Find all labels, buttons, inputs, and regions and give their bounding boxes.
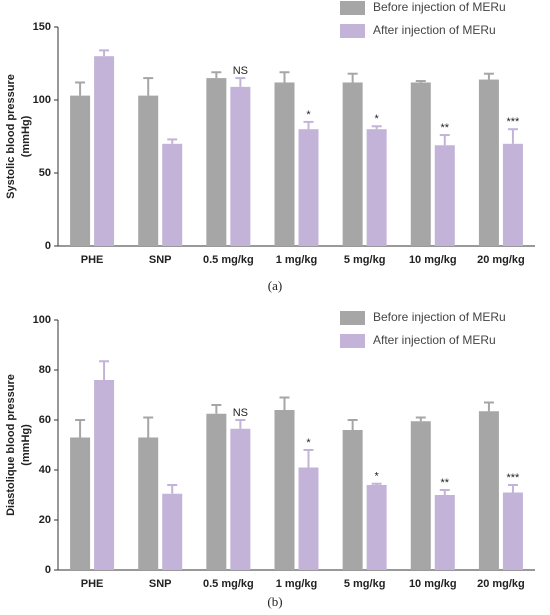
x-tick-label: 10 mg/kg <box>409 254 457 266</box>
y-tick-label: 40 <box>39 464 51 476</box>
legend-swatch <box>340 311 365 325</box>
bar <box>162 493 183 570</box>
bar <box>162 143 183 246</box>
x-tick-label: 1 mg/kg <box>276 578 318 590</box>
annotation: * <box>306 109 311 121</box>
bar <box>94 380 115 570</box>
annotation: *** <box>507 116 521 128</box>
y-axis-label: Diastolique blood pressure <box>5 374 17 516</box>
y-tick-label: 50 <box>39 167 51 179</box>
legend-label: Before injection of MERu <box>373 310 506 324</box>
bar <box>410 421 431 570</box>
legend-swatch <box>340 334 365 348</box>
x-tick-label: 20 mg/kg <box>477 578 525 590</box>
bar <box>70 437 91 570</box>
x-tick-label: 0.5 mg/kg <box>203 254 254 266</box>
bar <box>206 78 227 246</box>
y-tick-label: 80 <box>39 364 51 376</box>
legend-label: After injection of MERu <box>373 23 496 37</box>
annotation: NS <box>233 65 248 77</box>
x-tick-label: PHE <box>81 254 104 266</box>
x-tick-label: 10 mg/kg <box>409 578 457 590</box>
annotation: * <box>375 113 380 125</box>
legend-swatch <box>340 24 365 38</box>
y-tick-label: 60 <box>39 414 51 426</box>
bar <box>366 129 387 246</box>
bar <box>274 410 295 570</box>
x-tick-label: SNP <box>149 254 172 266</box>
x-tick-label: 0.5 mg/kg <box>203 578 254 590</box>
bar <box>478 411 499 570</box>
x-tick-label: 20 mg/kg <box>477 254 525 266</box>
x-tick-label: PHE <box>81 578 104 590</box>
annotation: NS <box>233 407 248 419</box>
bar <box>138 437 159 570</box>
bar <box>274 82 295 246</box>
x-tick-label: 1 mg/kg <box>276 254 318 266</box>
y-tick-label: 0 <box>45 240 51 252</box>
y-tick-label: 100 <box>33 314 51 326</box>
bar <box>138 95 159 247</box>
x-tick-label: 5 mg/kg <box>344 578 386 590</box>
bar <box>478 79 499 246</box>
legend-label: After injection of MERu <box>373 333 496 347</box>
y-tick-label: 20 <box>39 514 51 526</box>
bar <box>230 86 251 246</box>
annotation: ** <box>441 477 450 489</box>
legend-swatch <box>340 1 365 15</box>
bar <box>410 82 431 246</box>
bar <box>298 467 319 570</box>
bar <box>342 430 363 570</box>
legend-label: Before injection of MERu <box>373 0 506 14</box>
bar <box>70 95 91 247</box>
bar <box>502 143 523 246</box>
annotation: * <box>306 437 311 449</box>
x-tick-label: SNP <box>149 578 172 590</box>
annotation: * <box>375 471 380 483</box>
panel-label: (b) <box>267 594 282 609</box>
panel-label: (a) <box>268 278 282 293</box>
y-axis-label: Systolic blood pressure <box>5 74 17 199</box>
y-axis-label: (mmHg) <box>20 115 32 157</box>
bar <box>230 428 251 570</box>
bar <box>366 485 387 570</box>
x-tick-label: 5 mg/kg <box>344 254 386 266</box>
bar <box>342 82 363 246</box>
annotation: ** <box>441 122 450 134</box>
y-tick-label: 150 <box>33 21 51 33</box>
bar <box>206 413 227 570</box>
bar <box>502 492 523 570</box>
bar <box>434 495 455 570</box>
bar <box>298 129 319 246</box>
y-tick-label: 0 <box>45 564 51 576</box>
y-tick-label: 100 <box>33 94 51 106</box>
bar <box>434 145 455 246</box>
bar <box>94 56 115 247</box>
y-axis-label: (mmHg) <box>20 424 32 466</box>
annotation: *** <box>507 472 521 484</box>
